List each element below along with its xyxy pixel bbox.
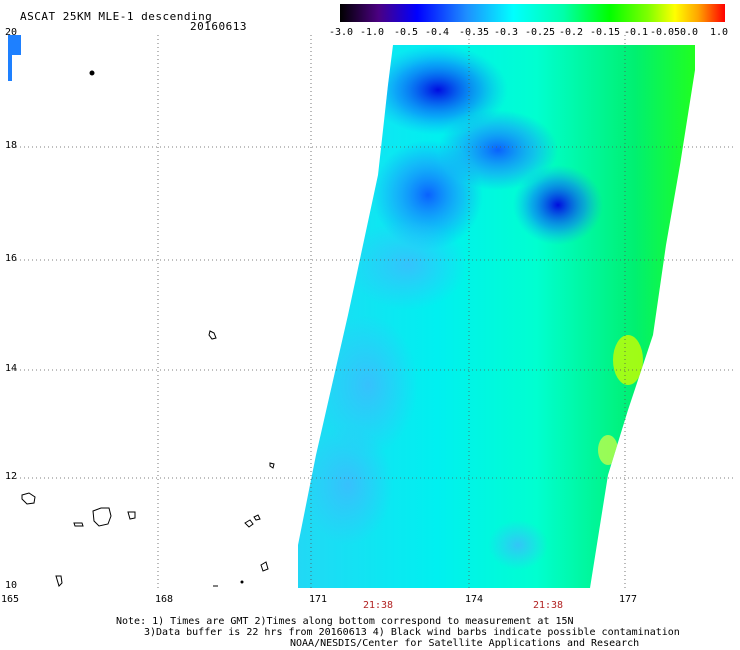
cb-label: 1.0 <box>709 27 729 38</box>
cb-label: -0.4 <box>424 27 450 38</box>
product-date: 20160613 <box>190 20 247 33</box>
footnote-line-1: Note: 1) Times are GMT 2)Times along bot… <box>116 616 574 627</box>
lat-label: 10 <box>5 580 18 591</box>
colorbar-gradient <box>340 4 725 22</box>
cb-label: -3.0 <box>328 27 354 38</box>
swath-fragment <box>8 55 12 81</box>
cb-label: -0.3 <box>493 27 519 38</box>
cb-label: -1.0 <box>359 27 385 38</box>
lon-label: 174 <box>464 594 484 605</box>
scatterometer-swath <box>298 45 695 588</box>
cb-label: -0.15 <box>589 27 621 38</box>
graticule <box>8 35 734 588</box>
lat-label: 18 <box>5 140 18 151</box>
lon-label: 177 <box>618 594 638 605</box>
lat-label: 12 <box>5 471 18 482</box>
footnote-line-3: NOAA/NESDIS/Center for Satellite Applica… <box>290 638 640 649</box>
island-outlines <box>21 70 275 587</box>
cb-label: -0.5 <box>393 27 419 38</box>
time-label: 21:38 <box>362 600 394 611</box>
cb-label: -0.2 <box>558 27 584 38</box>
lon-label: 165 <box>0 594 20 605</box>
lon-label: 171 <box>308 594 328 605</box>
lat-label: 16 <box>5 253 18 264</box>
cb-label: -0.35 <box>458 27 490 38</box>
lat-label: 20 <box>5 27 18 38</box>
cb-label: 0.0 <box>679 27 699 38</box>
swath-fragment <box>8 35 21 55</box>
product-title: ASCAT 25KM MLE-1 descending <box>20 10 213 23</box>
lon-label: 168 <box>154 594 174 605</box>
map-plot[interactable] <box>8 35 734 588</box>
lat-label: 14 <box>5 363 18 374</box>
cb-label: -0.25 <box>524 27 556 38</box>
cb-label: -0.05 <box>649 27 681 38</box>
time-label: 21:38 <box>532 600 564 611</box>
cb-label: -0.1 <box>623 27 649 38</box>
colorbar <box>340 4 725 22</box>
footnote-line-2: 3)Data buffer is 22 hrs from 20160613 4)… <box>144 627 680 638</box>
